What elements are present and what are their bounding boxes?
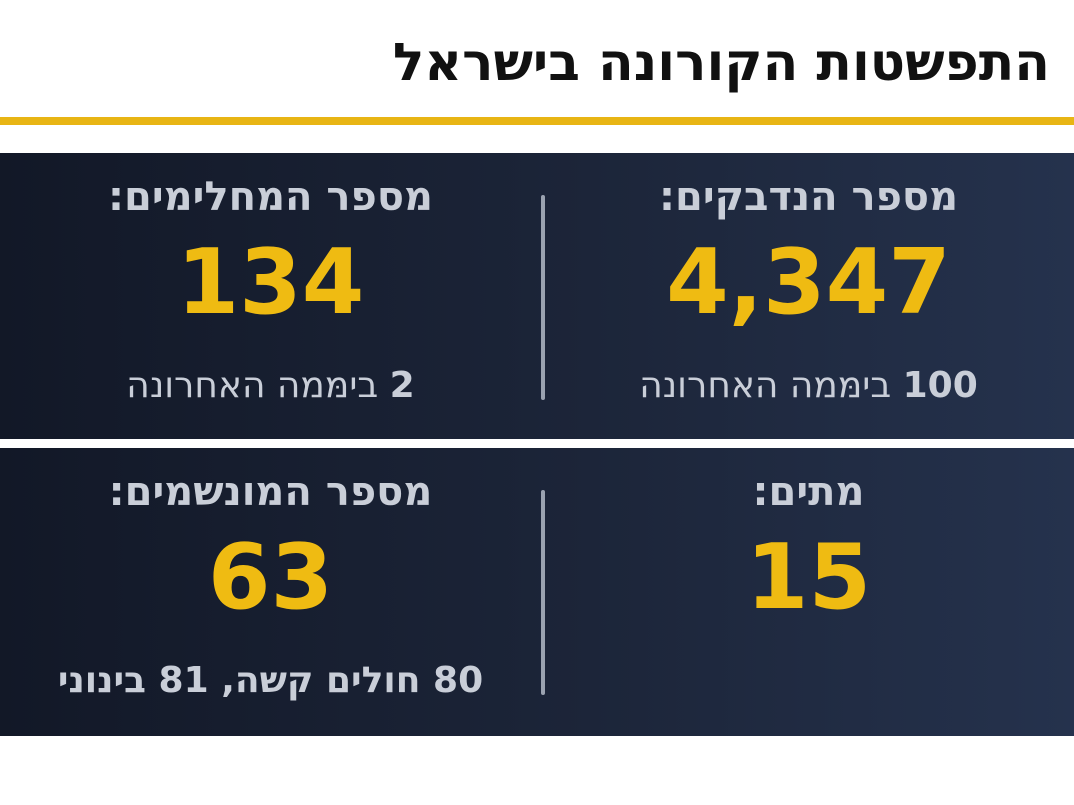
stat-infected-value: 4,347 [666,230,951,335]
stat-recovered-value: 134 [176,230,365,335]
stat-ventilated: מספר המונשמים: 63 80 חולים קשה, 81 בינונ… [0,448,541,736]
stat-ventilated-detail-text: 80 חולים קשה, 81 בינוני [57,660,484,701]
title-underline [0,117,1074,125]
stat-dead-value: 15 [745,525,872,630]
page-title: התפשטות הקורונה בישראל [392,33,1050,93]
stat-infected-label: מספר הנדבקים: [658,174,959,220]
stat-recovered-label: מספר המחלימים: [108,174,433,220]
stat-recovered-daily-text: בימּמה האחרונה [126,365,390,406]
stat-dead-label: מתים: [752,469,865,515]
stat-infected-daily-text: בימּמה האחרונה [639,365,903,406]
column-divider [541,490,545,695]
stat-recovered: מספר המחלימים: 134 2 בימּמה האחרונה [0,153,541,439]
column-divider [541,195,545,400]
stat-infected: מספר הנדבקים: 4,347 100 בימּמה האחרונה [543,153,1074,439]
stat-recovered-daily: 2 בימּמה האחרונה [0,363,541,409]
stats-panel-top: מספר הנדבקים: 4,347 100 בימּמה האחרונה מ… [0,153,1074,439]
stat-dead: מתים: 15 [543,448,1074,736]
stat-ventilated-value: 63 [207,525,334,630]
stat-infected-daily: 100 בימּמה האחרונה [543,363,1074,409]
stat-infected-daily-number: 100 [902,365,978,406]
stat-ventilated-label: מספר המונשמים: [108,469,433,515]
stat-ventilated-detail: 80 חולים קשה, 81 בינוני [0,658,541,704]
stat-recovered-daily-number: 2 [389,365,415,406]
stats-panel-bottom: מתים: 15 מספר המונשמים: 63 80 חולים קשה,… [0,448,1074,736]
